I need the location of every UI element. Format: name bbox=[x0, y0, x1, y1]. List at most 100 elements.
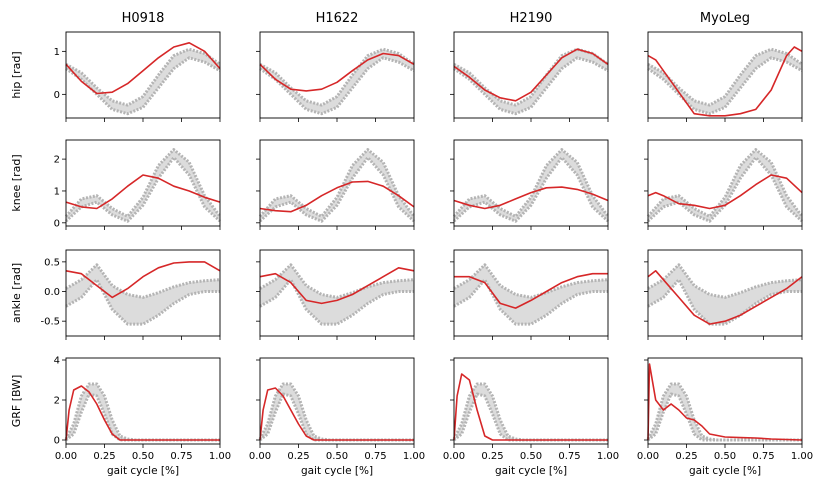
reference-band-lower-edge bbox=[259, 56, 415, 116]
x-tick-label: 0.75 bbox=[364, 451, 386, 462]
subplot-grf-h0918: 0.00 0.25 0.50 0.75 1.00 0 2 4 gait cycle [%] bbox=[54, 356, 232, 478]
reference-band-upper-edge bbox=[453, 263, 609, 299]
x-tick-label: 0.00 bbox=[637, 451, 659, 462]
series-line-h1622 bbox=[259, 267, 415, 305]
x-tick-label: 0.50 bbox=[326, 451, 348, 462]
y-tick-label: 0 bbox=[54, 218, 60, 229]
reference-band bbox=[66, 149, 220, 222]
series-line-h1622 bbox=[259, 387, 414, 441]
x-tick-label: 1.00 bbox=[597, 451, 619, 462]
x-tick-label: 0.75 bbox=[752, 451, 774, 462]
x-tick-label: 0.00 bbox=[249, 451, 271, 462]
reference-band-lower-edge bbox=[647, 392, 802, 442]
subplot-grf-h2190: 0.00 0.25 0.50 0.75 1.00 gait cycle [%] bbox=[443, 357, 619, 477]
y-tick-label: 1 bbox=[54, 186, 60, 197]
series-line-h2190 bbox=[454, 272, 608, 309]
reference-band bbox=[648, 149, 802, 222]
x-tick-label: 0.75 bbox=[170, 451, 192, 462]
reference-band bbox=[648, 264, 802, 325]
reference-band-upper-edge bbox=[258, 148, 416, 218]
reference-band-lower-edge bbox=[452, 156, 610, 223]
reference-band bbox=[66, 49, 220, 114]
plot-frame bbox=[65, 357, 221, 445]
y-tick-label: 0 bbox=[54, 90, 60, 101]
reference-band-upper-edge bbox=[64, 148, 222, 218]
series-line-h2190 bbox=[453, 373, 608, 441]
series-line-myoleg bbox=[647, 46, 803, 117]
y-tick-label: 0.0 bbox=[44, 287, 60, 298]
y-axis-label: GRF [BW] bbox=[10, 375, 23, 428]
reference-band-upper-edge bbox=[646, 382, 802, 442]
reference-band-lower-edge bbox=[65, 392, 220, 442]
x-tick-label: 1.00 bbox=[403, 451, 425, 462]
reference-band-lower-edge bbox=[64, 156, 222, 223]
subplot-grf-h1622: 0.00 0.25 0.50 0.75 1.00 gait cycle [%] bbox=[249, 357, 425, 477]
reference-band bbox=[454, 149, 608, 222]
y-tick-label: -0.5 bbox=[40, 317, 60, 328]
subplot-grf-myoleg: 0.00 0.25 0.50 0.75 1.00 gait cycle [%] bbox=[637, 357, 813, 477]
reference-band-lower-edge bbox=[259, 392, 414, 442]
reference-band-lower-edge bbox=[453, 392, 608, 442]
x-tick-label: 0.50 bbox=[520, 451, 542, 462]
reference-band-upper-edge bbox=[259, 263, 415, 299]
reference-band-upper-edge bbox=[452, 382, 608, 442]
subplot-hip-h2190 bbox=[450, 31, 609, 122]
x-tick-label: 0.00 bbox=[443, 451, 465, 462]
x-axis-label: gait cycle [%] bbox=[301, 465, 373, 477]
reference-band-upper-edge bbox=[65, 47, 221, 107]
reference-band-lower-edge bbox=[65, 56, 221, 116]
reference-band-upper-edge bbox=[646, 148, 804, 218]
reference-band bbox=[260, 264, 414, 325]
reference-band bbox=[66, 264, 220, 325]
reference-band bbox=[454, 49, 608, 114]
x-tick-label: 0.25 bbox=[481, 451, 503, 462]
series-line-myoleg bbox=[647, 363, 803, 441]
column-title: H0918 bbox=[122, 11, 165, 26]
x-tick-label: 0.00 bbox=[55, 451, 77, 462]
reference-band-lower-edge bbox=[259, 278, 414, 326]
reference-band bbox=[454, 264, 608, 325]
x-tick-label: 1.00 bbox=[209, 451, 231, 462]
reference-band-upper-edge bbox=[65, 263, 221, 299]
reference-band-lower-edge bbox=[647, 278, 802, 326]
series-line-h0918 bbox=[65, 261, 221, 299]
subplot-hip-h0918: 01 bbox=[54, 31, 221, 122]
x-axis-label: gait cycle [%] bbox=[107, 465, 179, 477]
series-line-h2190 bbox=[453, 186, 609, 210]
y-axis-label: hip [rad] bbox=[10, 51, 23, 98]
x-tick-label: 0.25 bbox=[93, 451, 115, 462]
reference-band-upper-edge bbox=[452, 148, 610, 218]
reference-band-upper-edge bbox=[259, 47, 415, 107]
reference-band-lower-edge bbox=[258, 156, 416, 223]
y-tick-label: 1 bbox=[54, 47, 60, 58]
subplot-knee-h1622 bbox=[256, 139, 416, 230]
x-tick-label: 0.50 bbox=[132, 451, 154, 462]
y-axis-label: knee [rad] bbox=[10, 154, 23, 211]
column-title: H2190 bbox=[510, 11, 553, 26]
reference-band bbox=[260, 384, 414, 440]
reference-band-lower-edge bbox=[65, 278, 220, 326]
reference-band bbox=[648, 384, 802, 440]
reference-band-upper-edge bbox=[258, 382, 414, 442]
series-line-myoleg bbox=[647, 174, 803, 210]
reference-band-upper-edge bbox=[647, 263, 803, 299]
x-axis-label: gait cycle [%] bbox=[495, 465, 567, 477]
series-line-myoleg bbox=[647, 270, 803, 325]
series-line-h0918 bbox=[65, 174, 221, 210]
subplot-hip-h1622 bbox=[256, 31, 415, 122]
subplot-hip-myoleg bbox=[644, 31, 803, 122]
subplot-ankle-h2190 bbox=[450, 249, 609, 340]
y-tick-label: 2 bbox=[54, 396, 60, 407]
series-line-h2190 bbox=[453, 48, 609, 102]
subplot-knee-h2190 bbox=[450, 139, 610, 230]
subplot-ankle-h1622 bbox=[256, 249, 415, 340]
reference-band-upper-edge bbox=[64, 382, 220, 442]
reference-band-lower-edge bbox=[453, 56, 609, 116]
x-tick-label: 0.50 bbox=[714, 451, 736, 462]
y-tick-label: 0 bbox=[54, 436, 60, 447]
x-tick-label: 0.25 bbox=[675, 451, 697, 462]
y-tick-label: 2 bbox=[54, 155, 60, 166]
series-line-h0918 bbox=[65, 385, 220, 441]
